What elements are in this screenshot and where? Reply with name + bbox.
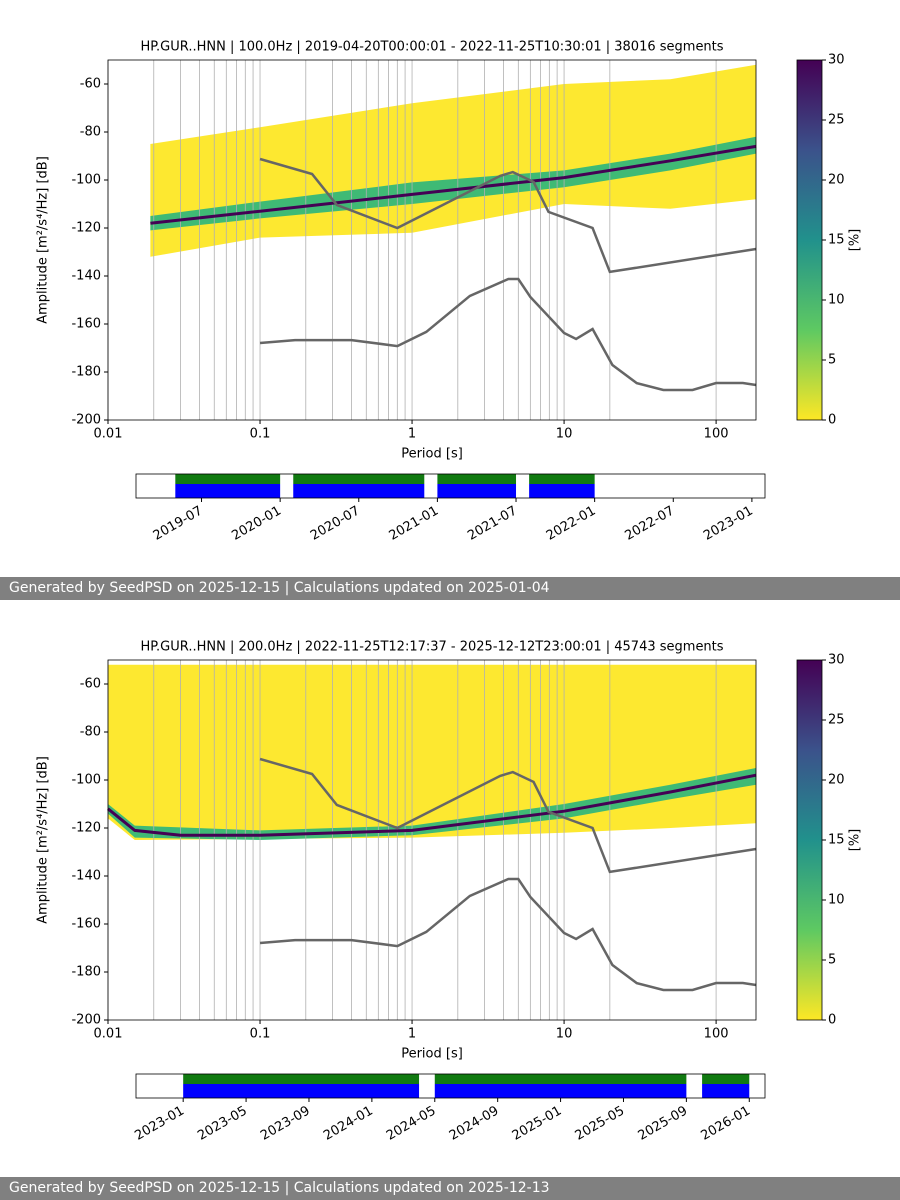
coverage-used [702,1084,750,1098]
density-band [108,664,756,840]
x-tick-label: 10 [556,427,573,442]
density-band [108,768,756,840]
y-tick-label: -120 [71,821,101,836]
y-tick-label: -80 [80,125,101,140]
coverage-available [434,1074,687,1084]
x-axis-label: Period [s] [401,447,463,462]
x-tick-label: 2026-01 [698,1104,753,1144]
timeline-frame [135,1073,766,1099]
chart-title: HP.GUR..HNN | 100.0Hz | 2019-04-20T00:00… [140,40,723,55]
colorbar-tick-label: 10 [828,293,845,308]
colorbar [796,59,823,421]
x-tick-label: 0.01 [94,1027,123,1042]
colorbar-tick-label: 5 [828,353,836,368]
y-tick-label: -100 [71,173,101,188]
line [150,144,757,225]
colorbar [796,659,823,1021]
x-tick-label: 1 [408,1027,416,1042]
y-tick-label: -160 [71,317,101,332]
colorbar-tick-label: 20 [828,173,845,188]
x-tick-label: 2024-09 [447,1104,502,1144]
colorbar-tick-label: 10 [828,893,845,908]
coverage-used [183,1084,420,1098]
y-tick-label: -160 [71,917,101,932]
line [259,277,757,392]
x-tick-label: 2024-01 [321,1104,376,1144]
colorbar-tick-label: 15 [828,833,845,848]
x-tick-label: 2020-07 [308,504,363,544]
colorbar-tick-label: 20 [828,773,845,788]
y-tick-label: -80 [80,725,101,740]
x-tick-label: 2023-01 [701,504,756,544]
y-tick-label: -180 [71,965,101,980]
coverage-available [183,1074,420,1084]
x-tick-label: 100 [704,427,729,442]
y-tick-label: -140 [71,269,101,284]
x-tick-label: 0.01 [94,427,123,442]
y-tick-label: -60 [80,677,101,692]
x-tick-label: 2024-05 [384,1104,439,1144]
line [259,157,757,274]
y-tick-label: -200 [71,413,101,428]
colorbar-label: [%] [848,229,863,252]
y-tick-label: -140 [71,869,101,884]
colorbar-tick-label: 30 [828,653,845,668]
x-tick-label: 2022-07 [622,504,677,544]
coverage-available [529,474,595,484]
y-axis-label: Amplitude [m²/s⁴/Hz] [dB] [36,756,51,924]
x-tick-label: 2023-01 [132,1104,187,1144]
line [107,773,757,837]
colorbar-label: [%] [848,829,863,852]
x-tick-label: 10 [556,1027,573,1042]
x-tick-label: 100 [704,1027,729,1042]
colorbar-tick-label: 30 [828,53,845,68]
y-tick-label: -180 [71,365,101,380]
line [259,877,757,992]
x-tick-label: 2025-09 [636,1104,691,1144]
colorbar-tick-label: 5 [828,953,836,968]
plot-frame [107,659,757,1021]
y-tick-label: -200 [71,1013,101,1028]
coverage-used [175,484,281,498]
colorbar-tick-label: 25 [828,713,845,728]
coverage-used [434,1084,687,1098]
x-tick-label: 0.1 [250,427,271,442]
plot-frame [107,59,757,421]
coverage-used [437,484,517,498]
y-axis-label: Amplitude [m²/s⁴/Hz] [dB] [36,156,51,324]
y-tick-label: -100 [71,773,101,788]
x-axis-label: Period [s] [401,1047,463,1062]
x-tick-label: 2019-07 [151,504,206,544]
y-tick-label: -120 [71,221,101,236]
line [259,757,757,874]
x-tick-label: 2022-01 [544,504,599,544]
colorbar-tick-label: 25 [828,113,845,128]
coverage-available [702,1074,750,1084]
colorbar-tick-label: 15 [828,233,845,248]
y-tick-label: -60 [80,77,101,92]
coverage-used [293,484,425,498]
x-tick-label: 2023-09 [258,1104,313,1144]
x-tick-label: 2023-05 [195,1104,250,1144]
coverage-available [175,474,281,484]
x-tick-label: 2021-01 [387,504,442,544]
coverage-available [437,474,517,484]
x-tick-label: 2020-01 [229,504,284,544]
x-tick-label: 2025-01 [510,1104,565,1144]
chart-title: HP.GUR..HNN | 200.0Hz | 2022-11-25T12:17… [140,640,723,655]
x-tick-label: 2021-07 [465,504,520,544]
colorbar-tick-label: 0 [828,413,836,428]
footer: Generated by SeedPSD on 2025-12-15 | Cal… [0,577,900,600]
coverage-used [529,484,595,498]
colorbar-tick-label: 0 [828,1013,836,1028]
x-tick-label: 0.1 [250,1027,271,1042]
timeline-frame [135,473,766,499]
x-tick-label: 2025-05 [573,1104,628,1144]
x-tick-label: 1 [408,427,416,442]
footer: Generated by SeedPSD on 2025-12-15 | Cal… [0,1177,900,1200]
coverage-available [293,474,425,484]
